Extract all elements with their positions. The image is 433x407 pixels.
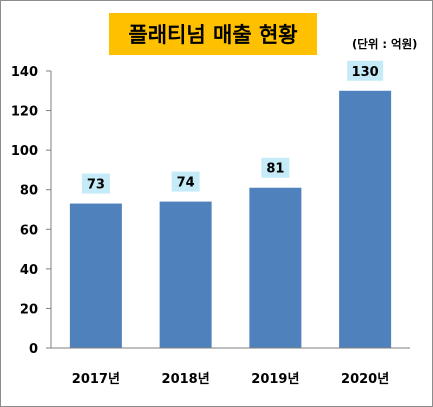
chart-title: 플래티넘 매출 현황 [109,13,317,55]
data-label-3: 130 [352,65,379,80]
data-label-bg-0 [81,173,110,194]
y-tick-label: 140 [11,65,38,80]
data-label-bg-2 [261,157,290,178]
y-tick-label: 120 [11,105,38,120]
y-tick-label: 40 [20,263,38,278]
data-label-0: 73 [87,178,105,193]
bars [69,90,392,349]
x-tick-label-2: 2019년 [251,372,299,387]
data-labels: 73 74 81 130 [81,60,384,194]
bar-3 [339,90,392,349]
unit-note: (단위 : 억원) [352,37,418,51]
bar-1 [159,201,212,348]
data-label-bg-3 [347,60,384,81]
y-tick-label: 60 [20,223,38,238]
x-axis: 2017년 2018년 2019년 2020년 [51,347,410,387]
y-tick-label: 20 [20,302,38,317]
x-tick-label-1: 2018년 [162,372,210,387]
x-tick-label-3: 2020년 [341,372,389,387]
x-tick-label-0: 2017년 [72,372,120,387]
data-label-1: 74 [177,176,195,191]
y-tick-label: 80 [20,184,38,199]
bar-2 [249,187,302,348]
data-label-bg-1 [171,171,200,192]
bar-0 [69,203,122,348]
data-label-2: 81 [266,162,284,177]
y-axis: 0 20 40 60 80 100 120 140 [11,65,52,357]
y-tick-label: 100 [11,144,38,159]
y-tick-label: 0 [29,342,38,357]
